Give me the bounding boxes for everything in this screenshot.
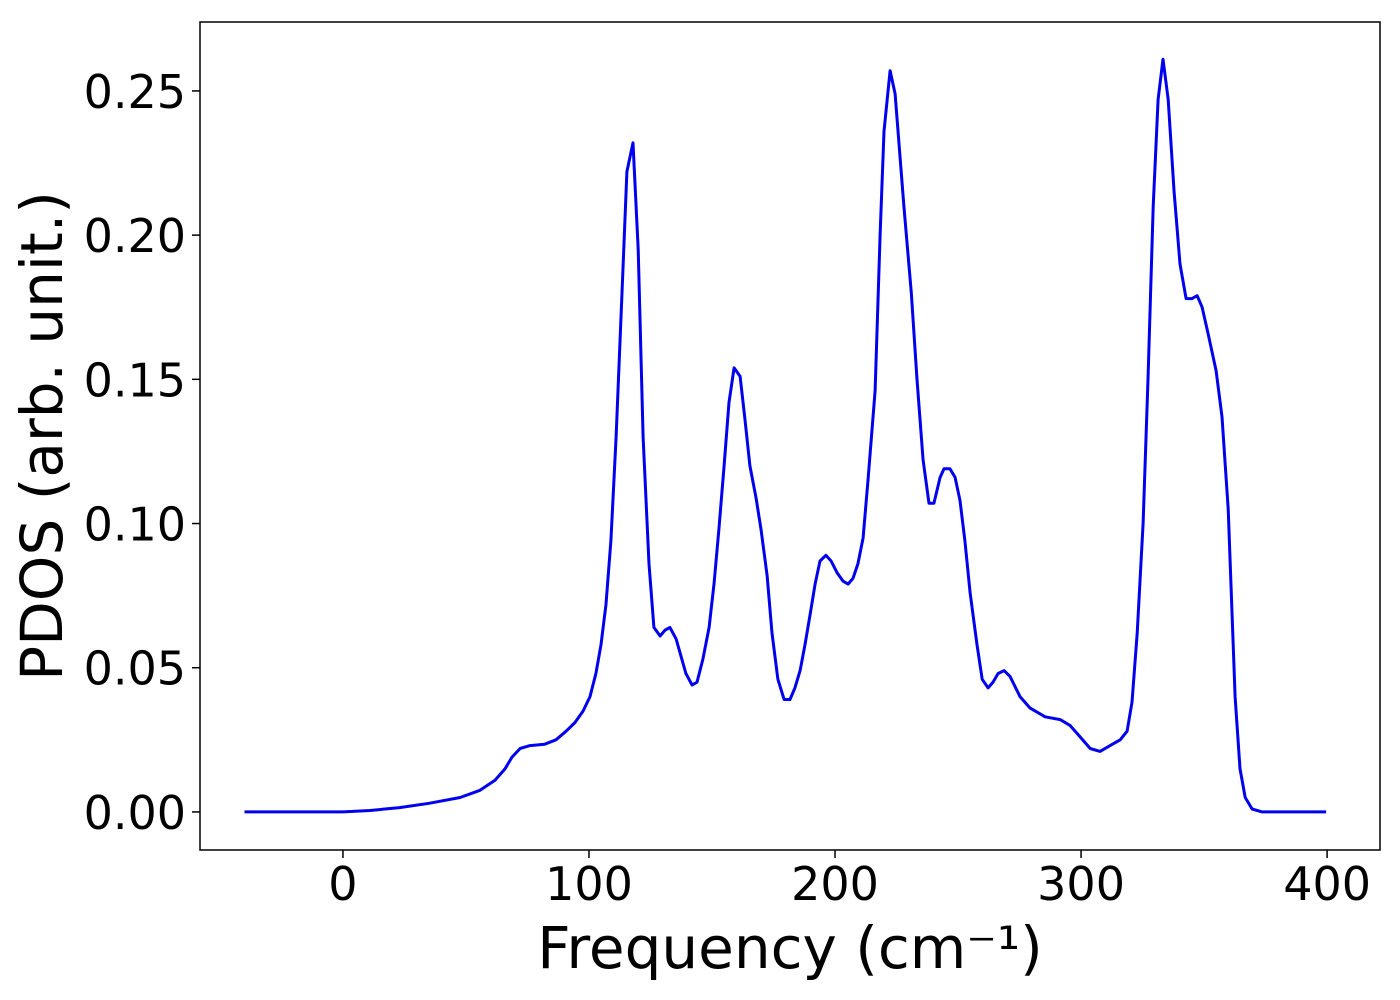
x-tick-label: 100 <box>545 857 633 911</box>
y-tick-label: 0.05 <box>84 642 186 696</box>
x-tick-label: 200 <box>791 857 879 911</box>
y-tick-label: 0.00 <box>84 786 186 840</box>
x-tick-label: 300 <box>1037 857 1125 911</box>
plot-frame <box>199 21 1381 851</box>
y-axis-label: PDOS (arb. unit.) <box>8 191 76 681</box>
data-line <box>244 57 1327 814</box>
x-tick-label: 400 <box>1283 857 1371 911</box>
y-tick-label: 0.10 <box>84 498 186 552</box>
x-axis-label: Frequency (cm⁻¹) <box>537 914 1043 982</box>
y-tick-label: 0.15 <box>84 353 186 407</box>
y-tick-label: 0.25 <box>84 65 186 119</box>
y-tick-label: 0.20 <box>84 209 186 263</box>
x-tick-label: 0 <box>328 857 357 911</box>
